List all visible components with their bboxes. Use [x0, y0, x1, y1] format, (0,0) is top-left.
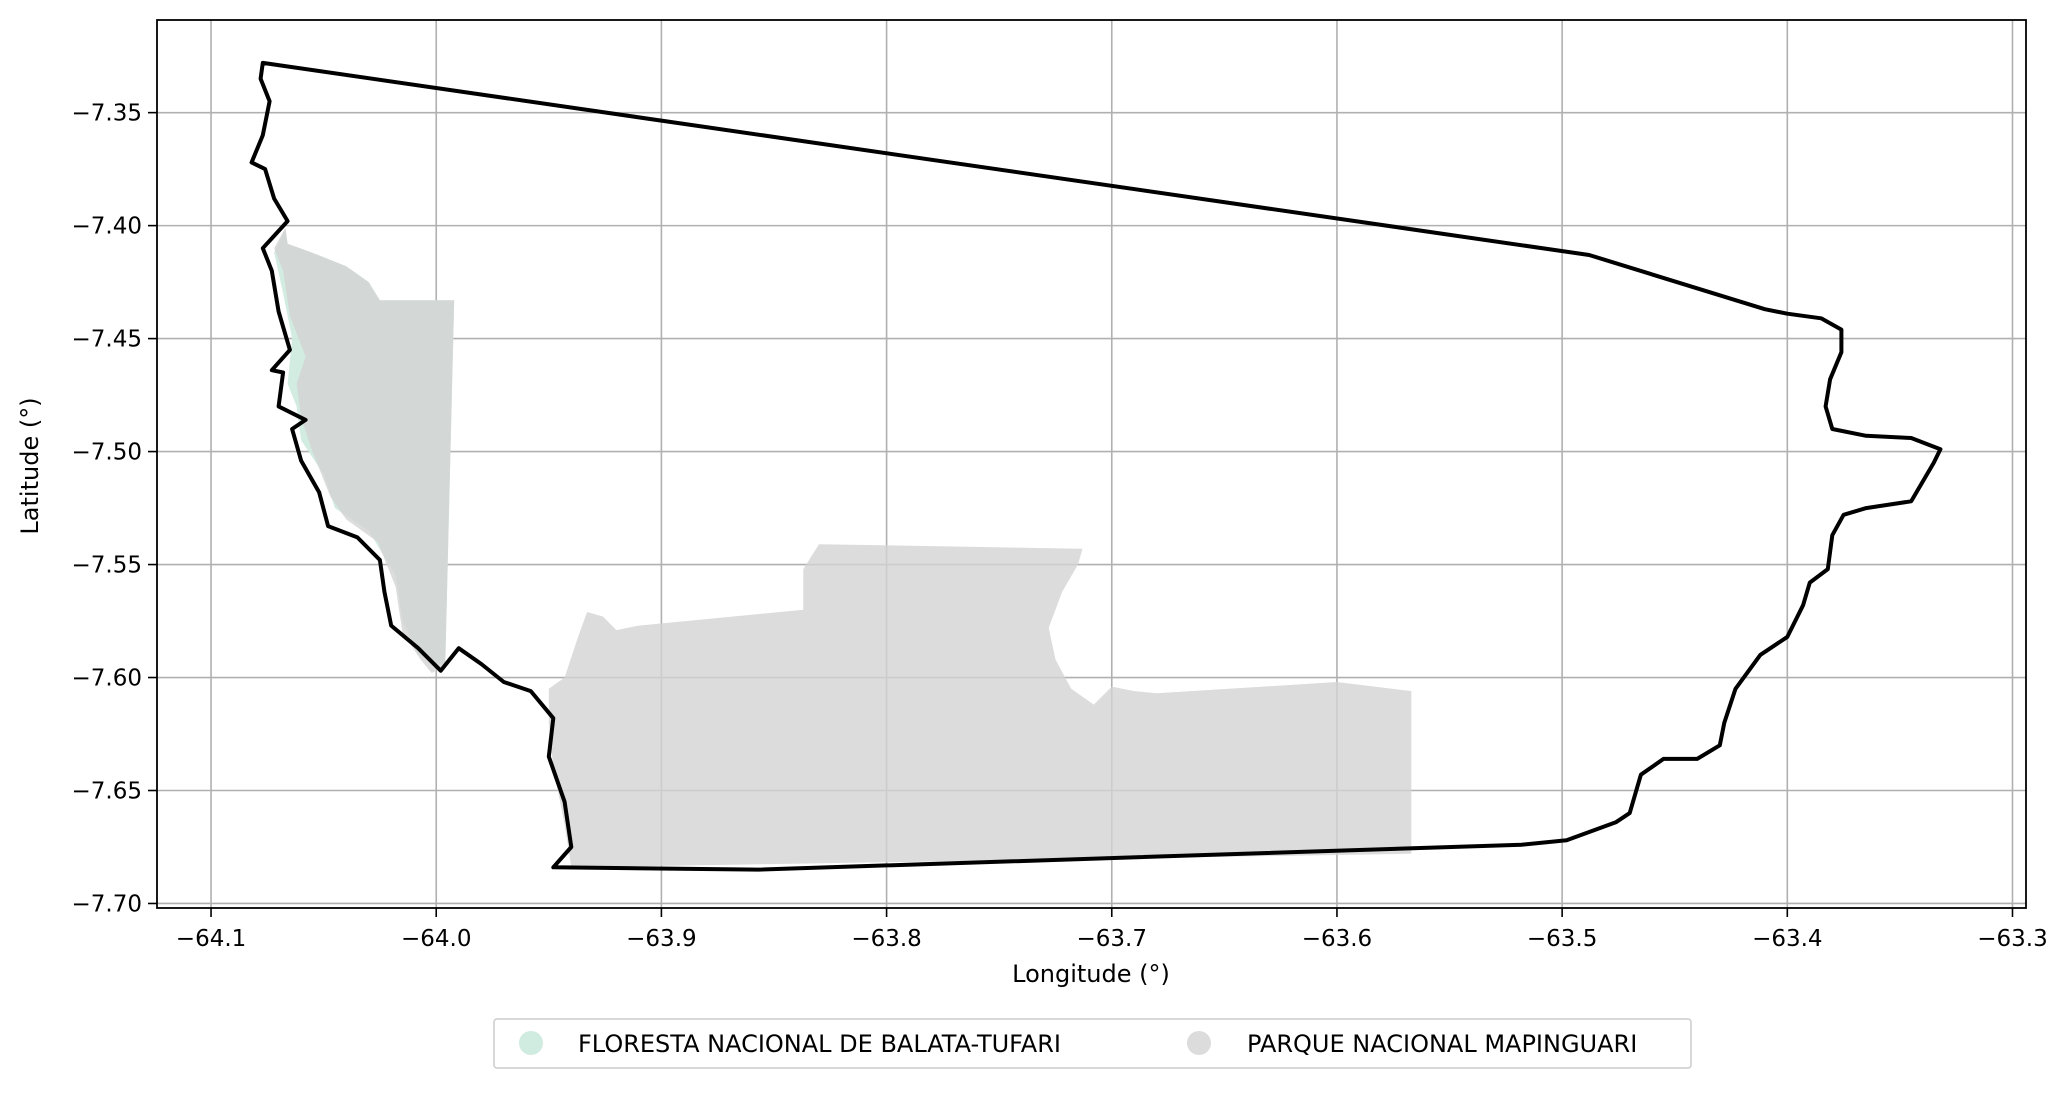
y-tick-label: −7.45 — [72, 327, 142, 353]
legend-swatch-balata-tufari — [519, 1031, 543, 1055]
axis-ticks: −64.1 −64.0 −63.9 −63.8 −63.7 −63.6 −63.5 −63.4… — [72, 101, 2048, 952]
x-tick-label: −63.8 — [851, 926, 921, 952]
legend-swatch-mapinguari — [1187, 1031, 1211, 1055]
x-tick-label: −63.7 — [1077, 926, 1147, 952]
plot-frame — [156, 19, 2027, 909]
y-tick-label: −7.35 — [72, 101, 142, 127]
x-tick-label: −63.6 — [1302, 926, 1372, 952]
map-regions — [249, 60, 1943, 872]
boundary-outline — [249, 60, 1943, 872]
y-tick-label: −7.60 — [72, 666, 142, 692]
x-tick-label: −63.3 — [1977, 926, 2047, 952]
region-parque-nacional-mapinguari — [274, 227, 455, 673]
x-tick-label: −64.0 — [401, 926, 471, 952]
x-tick-label: −63.5 — [1527, 926, 1597, 952]
y-tick-label: −7.50 — [72, 440, 142, 466]
legend-label-balata-tufari: FLORESTA NACIONAL DE BALATA-TUFARI — [578, 1030, 1061, 1058]
x-tick-label: −63.9 — [626, 926, 696, 952]
legend-label-mapinguari: PARQUE NACIONAL MAPINGUARI — [1247, 1030, 1637, 1058]
x-tick-label: −63.4 — [1752, 926, 1822, 952]
axes-frame — [156, 19, 2027, 909]
legend: FLORESTA NACIONAL DE BALATA-TUFARI PARQU… — [493, 1018, 1692, 1069]
x-tick-label: −64.1 — [176, 926, 246, 952]
y-tick-label: −7.65 — [72, 779, 142, 805]
grid-lines — [157, 20, 2026, 908]
x-axis-title: Longitude (°) — [1012, 960, 1170, 988]
legend-box — [493, 1018, 1692, 1069]
region-parque-nacional-mapinguari — [548, 544, 1412, 868]
y-tick-label: −7.55 — [72, 553, 142, 579]
y-tick-label: −7.70 — [72, 891, 142, 917]
y-tick-label: −7.40 — [72, 214, 142, 240]
y-axis-title: Latitude (°) — [16, 397, 44, 534]
